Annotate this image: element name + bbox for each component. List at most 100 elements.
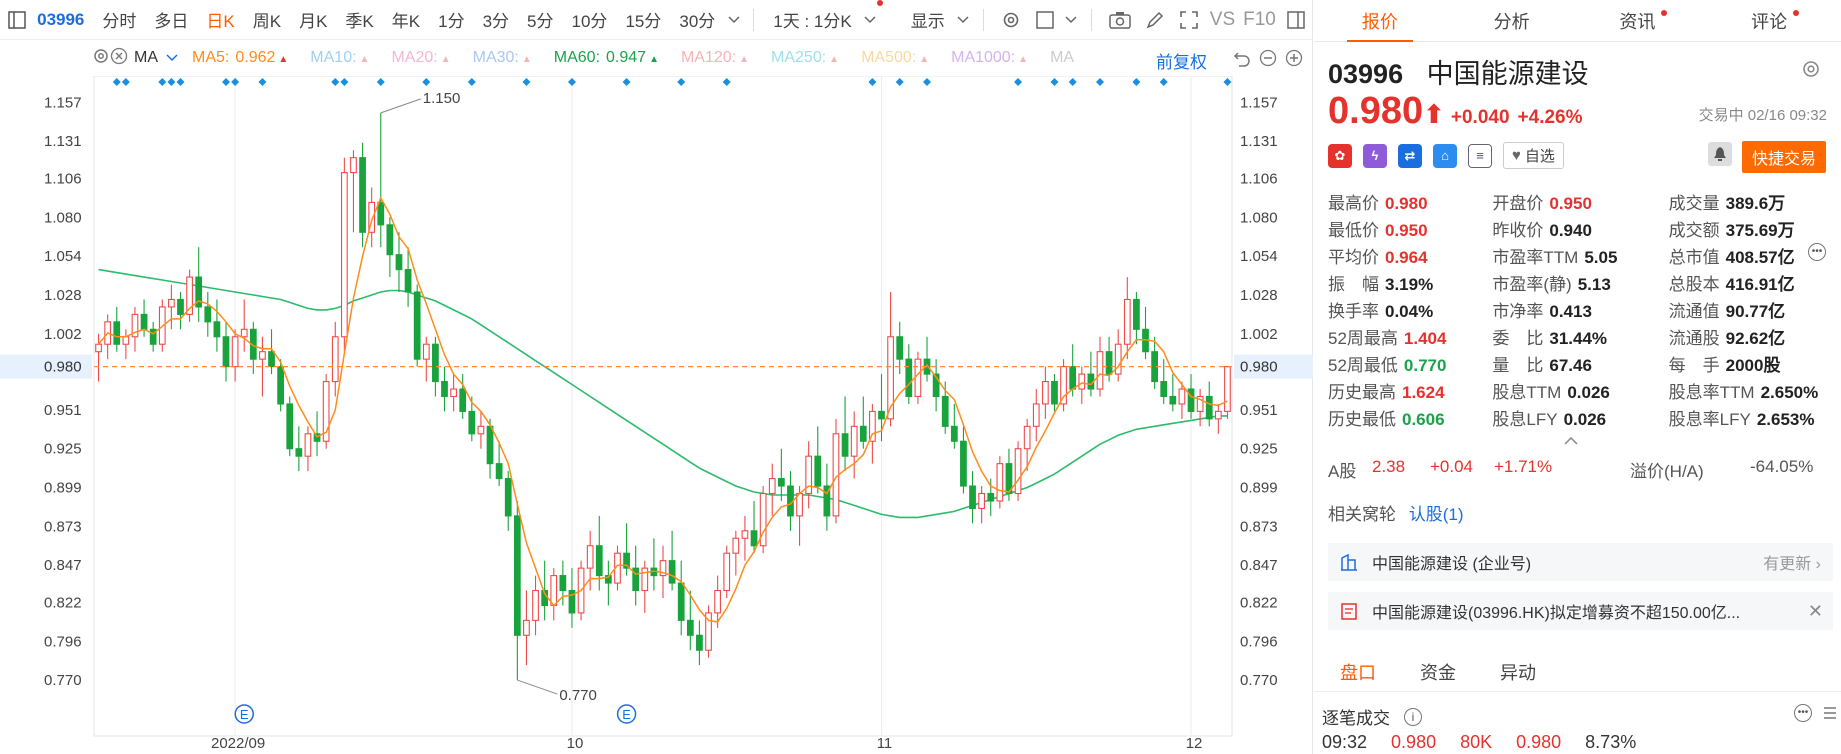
more-icon[interactable]: ••• bbox=[1794, 704, 1812, 722]
period-tab[interactable]: 多日 bbox=[154, 12, 189, 31]
close-icon[interactable] bbox=[110, 47, 128, 70]
period-tab[interactable]: 5分 bbox=[527, 12, 554, 31]
candle-body bbox=[1205, 395, 1213, 420]
tag-icon[interactable]: ⌂ bbox=[1433, 143, 1457, 168]
chevron-down-icon[interactable] bbox=[166, 49, 178, 67]
period-tab[interactable]: 周K bbox=[252, 12, 282, 31]
collapse-icon[interactable] bbox=[1564, 432, 1578, 450]
sidebar-toggle-icon[interactable] bbox=[7, 9, 26, 31]
event-diamond-icon bbox=[1050, 78, 1059, 86]
gear-icon[interactable] bbox=[92, 47, 110, 70]
period-tab[interactable]: 10分 bbox=[571, 12, 608, 31]
f10-button[interactable]: F10 bbox=[1243, 8, 1276, 30]
stat-label: 股息LFY bbox=[1492, 410, 1558, 429]
panel-toggle-icon[interactable] bbox=[1287, 9, 1306, 31]
tab-analysis[interactable]: 分析 bbox=[1446, 0, 1578, 41]
ma-item[interactable]: MA20: ▲ bbox=[391, 49, 450, 67]
candlestick-chart[interactable]: 1.157 1.131 1.106 1.080 1.054 1.028 1.002 0.951… bbox=[0, 76, 1313, 754]
period-tab[interactable]: 年K bbox=[391, 12, 421, 31]
adjust-button[interactable]: 前复权 bbox=[1156, 53, 1207, 72]
add-favorite-button[interactable]: ♥ 自选 bbox=[1503, 142, 1564, 169]
news-card[interactable]: 中国能源建设(03996.HK)拟定增募资不超150.00亿... ✕ bbox=[1328, 592, 1833, 630]
period-tab[interactable]: 日K bbox=[206, 12, 235, 31]
y-tick-right: 1.131 bbox=[1240, 133, 1278, 150]
hk-flower-icon[interactable]: ✿ bbox=[1328, 143, 1352, 168]
gear-icon[interactable] bbox=[1800, 58, 1822, 85]
trade-row: 09:32 0.980 80K 0.980 8.73% bbox=[1322, 732, 1660, 753]
quick-trade-button[interactable]: 快捷交易 bbox=[1742, 141, 1827, 173]
tab-news[interactable]: 资讯 bbox=[1578, 0, 1710, 41]
event-diamond-icon bbox=[1223, 78, 1232, 86]
ma-item[interactable]: MA1000: ▲ bbox=[951, 49, 1028, 67]
candle bbox=[696, 620, 703, 666]
period-tab[interactable]: 15分 bbox=[625, 12, 662, 31]
candle-body bbox=[222, 336, 230, 368]
camera-icon[interactable] bbox=[1109, 9, 1131, 31]
period-tab[interactable]: 季K bbox=[345, 12, 374, 31]
period-tab[interactable]: 月K bbox=[299, 12, 328, 31]
enterprise-card[interactable]: 中国能源建设 (企业号) 有更新 › bbox=[1328, 543, 1833, 581]
stats-row: 平均价 0.964 市盈率TTM 5.05 总市值 408.57亿 bbox=[1328, 242, 1833, 269]
bell-icon[interactable] bbox=[1708, 142, 1732, 166]
ma-item[interactable]: MA500: ▲ bbox=[861, 49, 929, 67]
candle-body bbox=[960, 440, 967, 487]
chevron-down-icon[interactable] bbox=[724, 9, 743, 31]
event-diamond-icon bbox=[722, 78, 731, 86]
candle-body bbox=[1069, 366, 1077, 390]
info-icon[interactable]: i bbox=[1404, 707, 1422, 726]
stat-cell: 52周最高 1.404 bbox=[1328, 324, 1492, 349]
ma-item[interactable]: MA120: ▲ bbox=[681, 49, 749, 67]
ma-item[interactable]: MA250: ▲ bbox=[771, 49, 839, 67]
gear-icon[interactable] bbox=[1001, 9, 1021, 31]
stat-value: 0.770 bbox=[1403, 356, 1447, 375]
filter-icon[interactable] bbox=[1822, 704, 1838, 727]
shuffle-icon[interactable]: ⇄ bbox=[1398, 143, 1422, 168]
stat-label: 开盘价 bbox=[1492, 194, 1544, 213]
fullscreen-icon[interactable] bbox=[1179, 9, 1199, 31]
lightning-icon[interactable]: ϟ bbox=[1363, 143, 1387, 168]
candle bbox=[1114, 329, 1122, 382]
ticker-code[interactable]: 03996 bbox=[37, 9, 85, 29]
period-tab[interactable]: 1分 bbox=[438, 12, 465, 31]
chevron-down-icon[interactable] bbox=[954, 9, 973, 31]
a-share-pct: +1.71% bbox=[1494, 457, 1553, 476]
zoom-in-icon[interactable] bbox=[1285, 49, 1303, 72]
tab-quote[interactable]: 报价 bbox=[1314, 0, 1446, 42]
ma-item[interactable]: MA10: ▲ bbox=[310, 49, 369, 67]
ma-type-select[interactable]: MA bbox=[134, 49, 158, 66]
more-icon[interactable]: ••• bbox=[1808, 243, 1826, 261]
bottom-tab[interactable]: 异动 bbox=[1500, 662, 1536, 683]
bottom-tab[interactable]: 资金 bbox=[1420, 662, 1456, 683]
ma-item[interactable]: MA30: ▲ bbox=[473, 49, 532, 67]
candle bbox=[295, 426, 303, 472]
chevron-down-icon[interactable] bbox=[1062, 9, 1081, 31]
pen-icon[interactable] bbox=[1145, 9, 1165, 31]
a-share-row[interactable]: A股 2.38 +0.04 +1.71% 溢价(H/A) -64.05% bbox=[1328, 457, 1833, 482]
document-icon[interactable]: ≡ bbox=[1468, 143, 1492, 168]
layout-icon[interactable] bbox=[1035, 9, 1055, 31]
y-tick-left: 1.157 bbox=[44, 94, 82, 111]
range-select[interactable]: 1天 : 1分K bbox=[773, 12, 852, 31]
y-tick-right: 1.106 bbox=[1240, 171, 1278, 188]
chevron-down-icon[interactable] bbox=[861, 0, 883, 31]
zoom-out-icon[interactable] bbox=[1259, 49, 1277, 72]
candle-body bbox=[259, 351, 266, 360]
tab-comments[interactable]: 评论 bbox=[1709, 0, 1841, 41]
period-tab[interactable]: 分时 bbox=[102, 12, 137, 31]
display-menu[interactable]: 显示 bbox=[910, 12, 945, 31]
related-link[interactable]: 认股(1) bbox=[1408, 505, 1464, 524]
ma-item[interactable]: MA bbox=[1050, 49, 1074, 67]
candle-body bbox=[359, 157, 366, 233]
update-link[interactable]: 有更新 › bbox=[1763, 556, 1821, 573]
ma-item[interactable]: MA5: 0.962 ▲ bbox=[192, 49, 288, 67]
period-tab[interactable]: 30分 bbox=[679, 12, 716, 31]
candle-body bbox=[413, 291, 421, 360]
bottom-tab[interactable]: 盘口 bbox=[1340, 662, 1376, 683]
undo-icon[interactable] bbox=[1233, 49, 1251, 72]
ma-item[interactable]: MA60: 0.947 ▲ bbox=[554, 49, 659, 67]
vs-button[interactable]: VS bbox=[1209, 8, 1236, 30]
candle bbox=[513, 500, 521, 681]
period-tab[interactable]: 3分 bbox=[482, 12, 510, 31]
stat-label: 振 幅 bbox=[1328, 275, 1379, 294]
close-icon[interactable]: ✕ bbox=[1807, 600, 1823, 621]
